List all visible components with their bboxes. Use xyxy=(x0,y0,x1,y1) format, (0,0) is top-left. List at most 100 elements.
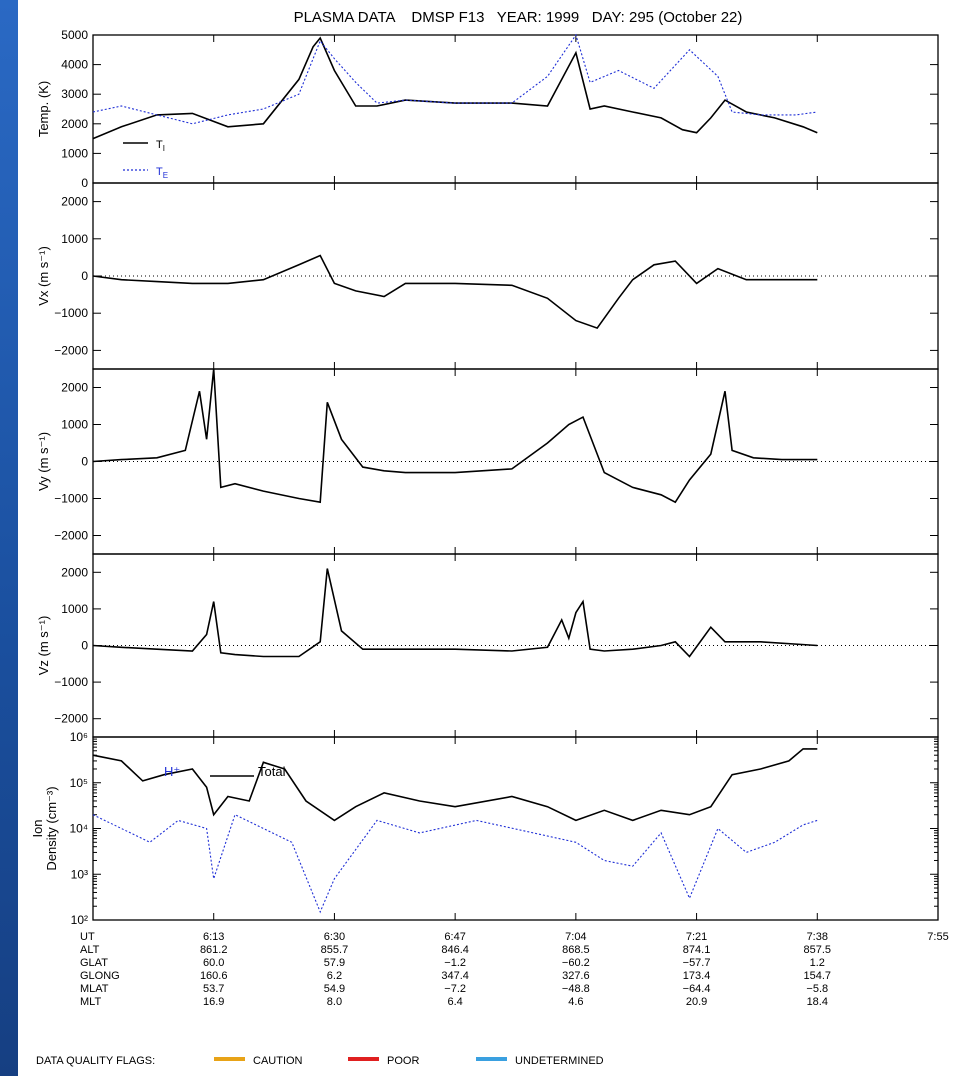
panel-frame xyxy=(92,182,939,370)
y-axis-label: Vz (m s⁻¹) xyxy=(36,616,51,676)
quality-legend: DATA QUALITY FLAGS: CAUTION POOR UNDETER… xyxy=(36,1055,604,1067)
ephemeris-final-ut: 7:55 xyxy=(927,931,948,943)
y-tick-label: 10⁴ xyxy=(69,822,88,836)
ephemeris-cell: 18.4 xyxy=(807,996,828,1008)
ephemeris-cell: 857.5 xyxy=(804,944,832,956)
ephemeris-cell: 868.5 xyxy=(562,944,590,956)
ephemeris-cell: 57.9 xyxy=(324,957,345,969)
ephemeris-cell: 6:13 xyxy=(203,931,224,943)
y-tick-label: −2000 xyxy=(54,712,88,726)
panel-frame xyxy=(92,736,939,921)
ephemeris-row-label: GLAT xyxy=(80,957,108,969)
y-tick-label: 1000 xyxy=(61,602,88,616)
ephemeris-row-label: UT xyxy=(80,931,95,943)
ephemeris-cell: 8.0 xyxy=(327,996,342,1008)
y-axis-label: Ion xyxy=(30,819,45,837)
y-tick-label: 5000 xyxy=(61,28,88,42)
y-tick-label: −1000 xyxy=(54,492,88,506)
y-tick-label: 1000 xyxy=(61,146,88,160)
panel-dens: 10⁶ 10⁵ 10⁴ 10³ 10² Ion Density (cm⁻³) xyxy=(30,730,939,927)
series-te-line xyxy=(92,33,818,125)
ephemeris-cell: 54.9 xyxy=(324,983,345,995)
ephemeris-row-label: MLAT xyxy=(80,983,109,995)
ephemeris-cell: 855.7 xyxy=(321,944,349,956)
ephemeris-cell: −1.2 xyxy=(444,957,466,969)
ephemeris-cell: 60.0 xyxy=(203,957,224,969)
y-tick-label: 10⁶ xyxy=(70,730,88,744)
series-vy-line xyxy=(92,368,818,504)
hplus-legend-label: H⁺ xyxy=(164,764,180,779)
panel-legends: TI TE H⁺ Total xyxy=(123,139,286,779)
series-ti-line xyxy=(92,36,818,140)
ephemeris-row-label: GLONG xyxy=(80,970,120,982)
series-total-line xyxy=(92,748,818,822)
y-axis-label: Density (cm⁻³) xyxy=(44,786,59,870)
ephemeris-cell: 6.2 xyxy=(327,970,342,982)
y-tick-label: 0 xyxy=(81,455,88,469)
y-axis-label: Temp. (K) xyxy=(36,81,51,137)
plot-panels: 5000 4000 3000 2000 1000 0 Temp. (K) 2000 1000 0 −… xyxy=(30,28,939,927)
ephemeris-cell: 327.6 xyxy=(562,970,590,982)
ephemeris-row-label: MLT xyxy=(80,996,101,1008)
ephemeris-cell: 874.1 xyxy=(683,944,711,956)
panel-vz: 2000 1000 0 −1000 −2000 Vz (m s⁻¹) xyxy=(36,553,939,738)
ephemeris-cell: 4.6 xyxy=(568,996,583,1008)
y-axis-label: Vx (m s⁻¹) xyxy=(36,246,51,306)
y-tick-label: 1000 xyxy=(61,232,88,246)
ti-legend-label: TI xyxy=(156,139,165,153)
y-tick-label: −2000 xyxy=(54,343,88,357)
quality-legend-title: DATA QUALITY FLAGS: xyxy=(36,1055,155,1067)
y-tick-label: 10³ xyxy=(71,867,88,881)
ephemeris-cell: −60.2 xyxy=(562,957,590,969)
ephemeris-cell: −57.7 xyxy=(683,957,711,969)
ephemeris-cell: −7.2 xyxy=(444,983,466,995)
ephemeris-cell: 861.2 xyxy=(200,944,228,956)
ephemeris-row-label: ALT xyxy=(80,944,100,956)
ephemeris-cell: 7:38 xyxy=(807,931,828,943)
ephemeris-cell: −48.8 xyxy=(562,983,590,995)
ephemeris-cell: 347.4 xyxy=(441,970,469,982)
y-tick-label: −1000 xyxy=(54,306,88,320)
y-tick-label: 2000 xyxy=(61,565,88,579)
ephemeris-cell: 160.6 xyxy=(200,970,228,982)
te-legend-label: TE xyxy=(156,166,168,180)
chart-title: PLASMA DATA DMSP F13 YEAR: 1999 DAY: 295… xyxy=(294,9,743,26)
ephemeris-cell: 20.9 xyxy=(686,996,707,1008)
y-tick-label: 2000 xyxy=(61,195,88,209)
ephemeris-cell: 154.7 xyxy=(804,970,832,982)
y-tick-label: 2000 xyxy=(61,381,88,395)
ephemeris-cell: −64.4 xyxy=(683,983,711,995)
chart-paper xyxy=(18,0,965,1076)
series-h-line xyxy=(92,813,818,914)
panel-frame xyxy=(92,34,939,184)
panel-temp: 5000 4000 3000 2000 1000 0 Temp. (K) xyxy=(36,28,939,190)
total-legend-label: Total xyxy=(258,764,286,779)
caution-label: CAUTION xyxy=(253,1055,303,1067)
panel-vx: 2000 1000 0 −1000 −2000 Vx (m s⁻¹) xyxy=(36,182,939,370)
y-tick-label: −1000 xyxy=(54,675,88,689)
y-tick-label: −2000 xyxy=(54,529,88,543)
ephemeris-cell: 7:04 xyxy=(565,931,586,943)
ephemeris-cell: 173.4 xyxy=(683,970,711,982)
y-axis-label: Vy (m s⁻¹) xyxy=(36,432,51,491)
slide-side-stripe xyxy=(0,0,18,1076)
ephemeris-cell: 1.2 xyxy=(810,957,825,969)
poor-label: POOR xyxy=(387,1055,419,1067)
y-tick-label: 3000 xyxy=(61,87,88,101)
y-tick-label: 4000 xyxy=(61,58,88,72)
y-tick-label: 0 xyxy=(81,639,88,653)
series-vx-line xyxy=(92,254,818,330)
ephemeris-cell: 6.4 xyxy=(447,996,462,1008)
y-tick-label: 10⁵ xyxy=(70,776,88,790)
series-vz-line xyxy=(92,568,818,658)
ephemeris-cell: 16.9 xyxy=(203,996,224,1008)
y-tick-label: 2000 xyxy=(61,117,88,131)
ephemeris-cell: 6:47 xyxy=(444,931,465,943)
undetermined-label: UNDETERMINED xyxy=(515,1055,604,1067)
y-tick-label: 1000 xyxy=(61,418,88,432)
ephemeris-cell: 846.4 xyxy=(441,944,469,956)
plasma-figure: PLASMA DATA DMSP F13 YEAR: 1999 DAY: 295… xyxy=(30,9,949,1067)
y-tick-label: 0 xyxy=(81,176,88,190)
ephemeris-cell: 7:21 xyxy=(686,931,707,943)
